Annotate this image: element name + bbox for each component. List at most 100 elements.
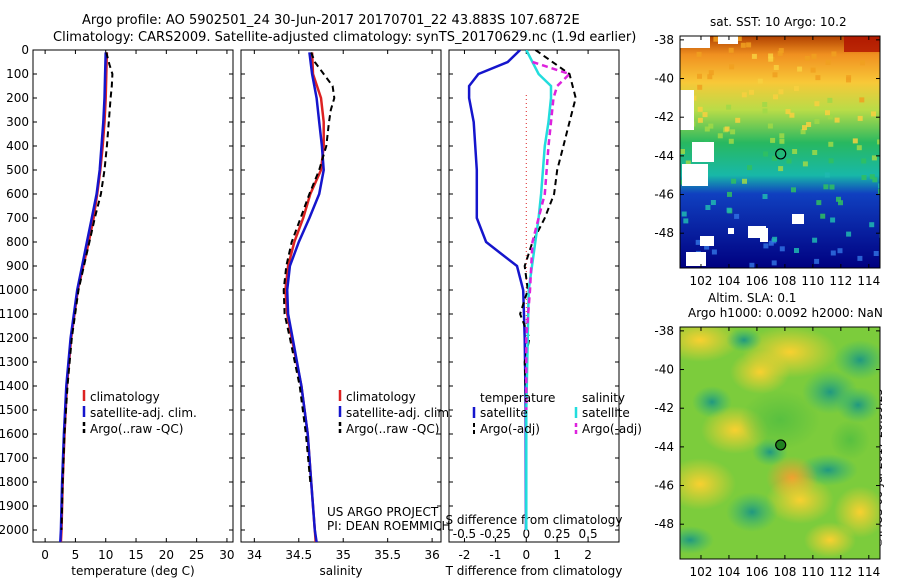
y-tick-label: -42 bbox=[654, 110, 674, 124]
sst-pixel bbox=[713, 36, 719, 42]
sst-pixel bbox=[768, 56, 774, 62]
missing-data-patch bbox=[700, 236, 714, 246]
y-tick-label: 1000 bbox=[0, 283, 29, 297]
sst-pixel bbox=[697, 73, 702, 79]
sst-pixel bbox=[802, 161, 808, 167]
map-title: sat. SST: 10 Argo: 10.2 bbox=[710, 15, 847, 29]
y-tick-label: -48 bbox=[654, 517, 674, 531]
sst-pixel bbox=[773, 65, 779, 70]
sla-anomaly-blob bbox=[726, 492, 778, 532]
sla-anomaly-blob bbox=[834, 340, 880, 380]
x-tick-label: 108 bbox=[773, 274, 796, 288]
x-tick-label: 25 bbox=[189, 548, 204, 562]
secondary-axis-label: S difference from climatology bbox=[446, 513, 623, 527]
sst-pixel bbox=[825, 60, 831, 65]
sla-anomaly-blob bbox=[836, 387, 880, 423]
x-tick-label: 20 bbox=[159, 548, 174, 562]
series-line-satellite-adj-clim- bbox=[285, 52, 325, 542]
sst-pixel bbox=[828, 141, 834, 147]
y-tick-label: 1100 bbox=[0, 307, 29, 321]
sst-pixel bbox=[830, 217, 836, 223]
sst-pixel bbox=[704, 139, 710, 145]
series-line-argo-raw-qc- bbox=[60, 52, 114, 531]
sst-pixel bbox=[871, 111, 876, 117]
x-tick-label: 15 bbox=[128, 548, 143, 562]
sst-pixel bbox=[768, 240, 774, 246]
sst-pixel bbox=[768, 53, 774, 59]
sst-pixel bbox=[711, 249, 717, 255]
x-tick-label: 35 bbox=[336, 548, 351, 562]
series-group bbox=[282, 52, 336, 542]
sst-pixel bbox=[771, 260, 777, 266]
sst-pixel bbox=[831, 51, 837, 57]
sst-pixel bbox=[747, 165, 753, 171]
sst-pixel bbox=[728, 47, 734, 53]
sst-pixel bbox=[749, 89, 754, 95]
y-tick-label: 900 bbox=[6, 259, 29, 273]
sst-pixel bbox=[812, 237, 818, 243]
sst-pixel bbox=[708, 123, 714, 129]
sst-pixel bbox=[786, 158, 792, 164]
sst-pixel bbox=[846, 231, 852, 237]
sst-pixel bbox=[717, 133, 723, 139]
sst-pixel bbox=[816, 200, 822, 206]
sst-pixel bbox=[772, 72, 778, 78]
sst-pixel bbox=[873, 251, 879, 256]
sst-pixel bbox=[778, 166, 784, 172]
y-tick-label: -40 bbox=[654, 72, 674, 86]
salinity-tick-label: -0.5 bbox=[453, 527, 476, 541]
map-title: Argo h1000: 0.0092 h2000: NaN bbox=[688, 306, 883, 320]
x-tick-label: -1 bbox=[489, 548, 501, 562]
sst-pixel bbox=[705, 205, 711, 210]
sst-pixel bbox=[708, 70, 714, 76]
sst-pixel bbox=[878, 188, 880, 194]
x-tick-label: 112 bbox=[829, 565, 852, 579]
sst-pixel bbox=[791, 187, 796, 193]
sst-pixel bbox=[734, 213, 740, 219]
map-frame bbox=[679, 326, 881, 560]
sst-pixel bbox=[731, 178, 737, 184]
missing-data-patch bbox=[680, 90, 694, 130]
missing-data-patch bbox=[682, 164, 708, 186]
sst-pixel bbox=[777, 50, 783, 56]
sst-pixel bbox=[778, 89, 784, 95]
legend-label: satellite bbox=[582, 406, 630, 420]
float-position-marker bbox=[775, 439, 787, 451]
series-line-salinity-argo-adj- bbox=[525, 60, 572, 410]
salinity-tick-label: 0 bbox=[522, 527, 530, 541]
sst-pixel bbox=[878, 183, 880, 189]
sst-pixel bbox=[814, 118, 820, 124]
sla-anomaly-blob bbox=[730, 350, 790, 394]
y-tick-label: 1300 bbox=[0, 355, 29, 369]
missing-data-patch bbox=[686, 252, 706, 266]
sst-field bbox=[680, 36, 880, 268]
sst-pixel bbox=[800, 129, 806, 135]
y-tick-label: 1400 bbox=[0, 379, 29, 393]
legend-label: satellite bbox=[480, 406, 528, 420]
legend-label: Argo(-adj) bbox=[480, 422, 540, 436]
sst-pixel bbox=[856, 145, 862, 151]
x-tick-label: 112 bbox=[829, 274, 852, 288]
pi-label: PI: DEAN ROEMMICH bbox=[327, 519, 450, 533]
sst-pixel bbox=[820, 213, 826, 219]
sst-pixel bbox=[724, 126, 730, 132]
y-tick-label: -40 bbox=[654, 363, 674, 377]
sst-pixel bbox=[726, 207, 732, 213]
sst-pixel bbox=[779, 133, 785, 139]
x-tick-label: 114 bbox=[857, 565, 880, 579]
y-tick-label: -38 bbox=[654, 33, 674, 47]
sst-pixel bbox=[735, 117, 741, 123]
y-tick-label: 1200 bbox=[0, 331, 29, 345]
y-tick-label: 0 bbox=[21, 43, 29, 57]
sst-pixel bbox=[869, 174, 875, 180]
sst-pixel bbox=[707, 74, 713, 80]
y-tick-label: -48 bbox=[654, 226, 674, 240]
sst-pixel bbox=[825, 110, 830, 116]
y-tick-label: -46 bbox=[654, 188, 674, 202]
sst-pixel bbox=[806, 122, 812, 127]
sla-anomaly-blob bbox=[830, 420, 870, 460]
sst-pixel bbox=[695, 239, 701, 245]
legend-label: Argo(..raw -QC) bbox=[90, 422, 183, 436]
sst-pixel bbox=[762, 194, 768, 199]
